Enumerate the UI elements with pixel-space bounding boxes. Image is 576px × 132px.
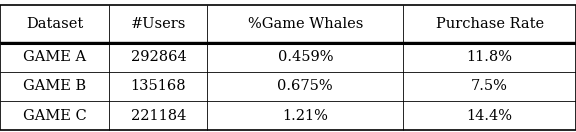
- Text: GAME C: GAME C: [23, 109, 86, 122]
- Text: 14.4%: 14.4%: [467, 109, 513, 122]
- Text: 292864: 292864: [131, 50, 186, 64]
- Text: %Game Whales: %Game Whales: [248, 17, 363, 31]
- Text: 7.5%: 7.5%: [471, 79, 508, 93]
- Text: 0.459%: 0.459%: [278, 50, 333, 64]
- Text: 1.21%: 1.21%: [282, 109, 328, 122]
- Text: 11.8%: 11.8%: [467, 50, 513, 64]
- Text: GAME A: GAME A: [23, 50, 86, 64]
- Text: Dataset: Dataset: [26, 17, 84, 31]
- Text: 0.675%: 0.675%: [278, 79, 333, 93]
- Text: 135168: 135168: [131, 79, 186, 93]
- Text: GAME B: GAME B: [23, 79, 86, 93]
- Text: Purchase Rate: Purchase Rate: [435, 17, 544, 31]
- Text: 221184: 221184: [131, 109, 186, 122]
- Text: #Users: #Users: [131, 17, 186, 31]
